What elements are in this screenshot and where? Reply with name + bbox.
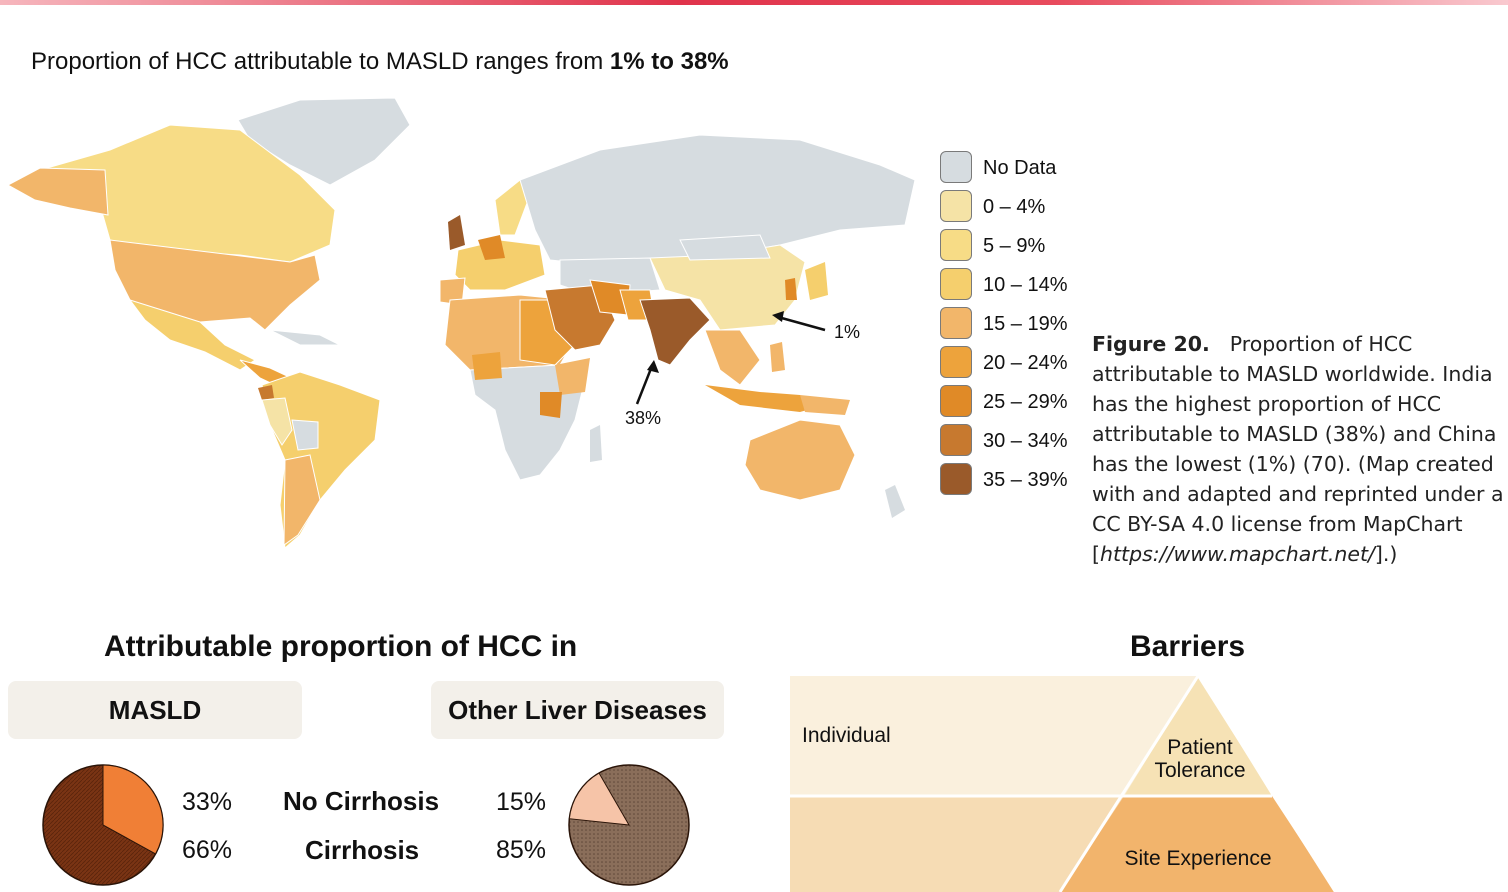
legend-item-10-14: 10 – 14% [940,268,1090,302]
map-east-africa [555,358,590,395]
map-new-zealand [885,485,905,518]
map-southeast-asia [704,329,761,386]
map-title-range: 1% to 38% [609,48,729,75]
map-uk [448,215,465,250]
legend-swatch [940,346,972,378]
world-map [6,97,916,549]
individual-label: Individual [802,724,891,747]
china-arrow-head [772,311,784,322]
legend-label: 10 – 14% [983,274,1068,296]
legend-swatch [940,424,972,456]
other-liver-diseases-pill: Other Liver Diseases [431,681,724,739]
no-cirrhosis-label: No Cirrhosis [283,786,440,816]
map-title-prefix: Proportion of HCC attributable to MASLD … [31,48,610,75]
map-tanzania [540,392,562,418]
barrier-triangle-site-experience [1060,796,1335,892]
legend-swatch [940,268,972,300]
map-philippines [770,342,785,372]
legend-swatch [940,190,972,222]
caption-link[interactable]: https://www.mapchart.net/ [1100,542,1375,566]
map-bolivia [291,419,319,451]
map-scandinavia [494,179,531,236]
patient-tolerance-label: Patient Tolerance [1154,736,1246,782]
masld-pie-chart [42,764,164,886]
map-australia [744,419,856,501]
map-title: Proportion of HCC attributable to MASLD … [31,48,729,76]
legend-swatch [940,229,972,261]
figure-label: Figure 20. [1092,332,1210,356]
map-ecuador [258,385,274,400]
attributable-title: Attributable proportion of HCC in [104,630,578,663]
map-europe [454,239,546,291]
map-india [639,297,711,366]
legend-label: 5 – 9% [983,235,1046,257]
barrier-triangle-patient-tolerance [1124,676,1272,796]
map-korea [785,278,797,300]
map-indonesia [705,385,825,412]
legend-item-0-4: 0 – 4% [940,190,1090,224]
legend-item-5-9: 5 – 9% [940,229,1090,263]
site-experience-label: Site Experience [1124,847,1272,870]
other-no-cirrhosis-pct: 15% [496,788,547,816]
other-no-cirrhosis-slice [568,772,630,826]
map-germany [478,235,505,260]
legend-item-no-data: No Data [940,151,1090,185]
china-annotation: 1% [834,322,861,342]
cirrhosis-label: Cirrhosis [305,835,420,865]
legend-label: 35 – 39% [983,469,1068,491]
legend-swatch [940,463,972,495]
india-arrow [635,365,654,405]
legend-label: 30 – 34% [983,430,1068,452]
legend-label: 0 – 4% [983,196,1046,218]
legend-label: 20 – 24% [983,352,1068,374]
legend-label: No Data [983,157,1057,179]
map-mexico [128,299,256,371]
map-usa [109,239,321,331]
map-caribbean [269,329,341,346]
barrier-band-second [790,796,1124,892]
legend-item-20-24: 20 – 24% [940,346,1090,380]
china-arrow [777,315,826,332]
legend-swatch [940,151,972,183]
masld-pill: MASLD [8,681,302,739]
map-nigeria [472,352,502,380]
legend-swatch [940,307,972,339]
caption-text: Proportion of HCC attributable to MASLD … [1092,332,1504,566]
map-chile-argentina [283,454,321,546]
masld-cirrhosis-pct: 66% [182,836,233,864]
masld-no-cirrhosis-slice [102,764,164,855]
map-new-guinea [800,395,850,415]
india-annotation: 38% [625,408,662,428]
legend-item-30-34: 30 – 34% [940,424,1090,458]
india-arrow-head [647,360,659,373]
map-madagascar [590,425,602,462]
map-canada [39,124,336,263]
barriers-diagram [790,676,1336,892]
legend-swatch [940,385,972,417]
other-cirrhosis-pct: 85% [496,836,547,864]
legend-item-35-39: 35 – 39% [940,463,1090,497]
map-mongolia [679,234,771,261]
barrier-band-individual [790,676,1198,796]
legend-label: 25 – 29% [983,391,1068,413]
legend-item-15-19: 15 – 19% [940,307,1090,341]
legend-item-25-29: 25 – 29% [940,385,1090,419]
legend-label: 15 – 19% [983,313,1068,335]
map-peru [261,397,293,446]
caption-suffix: ].) [1374,542,1398,566]
other-diseases-pie-chart [568,764,690,886]
barriers-title: Barriers [1130,630,1246,663]
masld-no-cirrhosis-pct: 33% [182,788,233,816]
map-alaska [6,167,109,216]
top-accent-bar [0,0,1508,5]
figure-caption: Figure 20. Proportion of HCC attributable… [1092,329,1504,569]
map-japan [805,262,828,300]
